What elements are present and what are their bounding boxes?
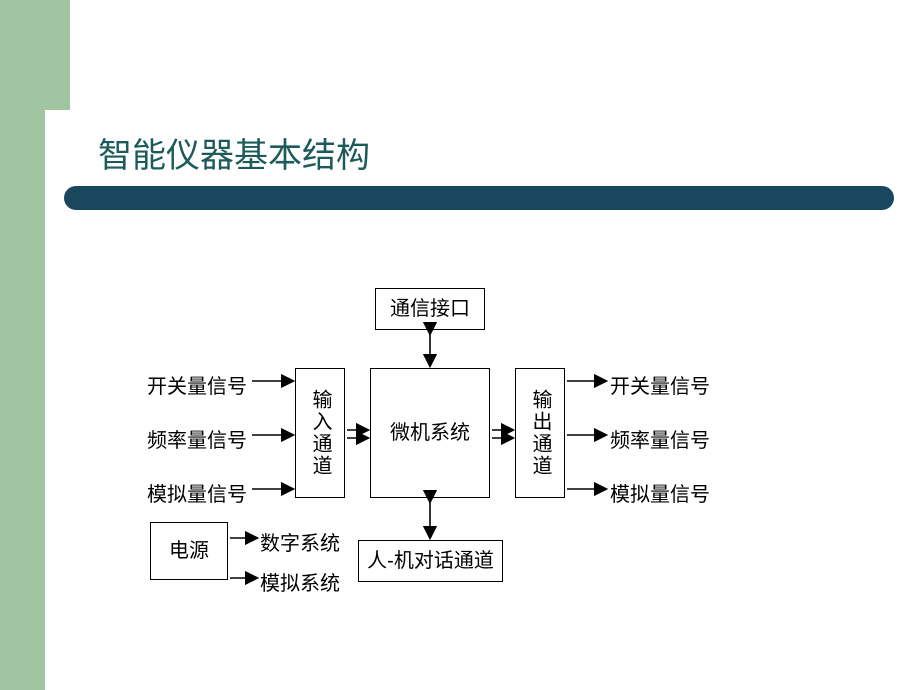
box-cpu-label: 微机系统 xyxy=(390,420,470,446)
box-hmi: 人-机对话通道 xyxy=(358,540,503,582)
decor-green-top xyxy=(0,0,70,110)
label-digital: 数字系统 xyxy=(260,527,340,556)
label-analog: 模拟系统 xyxy=(260,567,340,596)
label-in-switch: 开关量信号 xyxy=(147,370,247,399)
label-out-switch: 开关量信号 xyxy=(610,370,710,399)
box-hmi-label: 人-机对话通道 xyxy=(367,548,494,574)
label-out-analog: 模拟量信号 xyxy=(610,478,710,507)
box-power: 电源 xyxy=(150,522,228,580)
box-output: 输出通道 xyxy=(515,368,565,498)
box-cpu: 微机系统 xyxy=(370,368,490,498)
box-power-label: 电源 xyxy=(169,538,209,564)
title-bar xyxy=(64,186,894,210)
box-comm-label: 通信接口 xyxy=(390,296,470,322)
arrows-layer xyxy=(0,0,920,690)
box-comm: 通信接口 xyxy=(375,288,485,330)
box-input: 输入通道 xyxy=(295,368,345,498)
label-out-freq: 频率量信号 xyxy=(610,424,710,453)
page-title: 智能仪器基本结构 xyxy=(98,128,370,177)
box-output-label: 输出通道 xyxy=(527,389,553,477)
decor-green-left xyxy=(0,105,45,690)
label-in-freq: 频率量信号 xyxy=(147,424,247,453)
label-in-analog: 模拟量信号 xyxy=(147,478,247,507)
box-input-label: 输入通道 xyxy=(307,389,333,477)
